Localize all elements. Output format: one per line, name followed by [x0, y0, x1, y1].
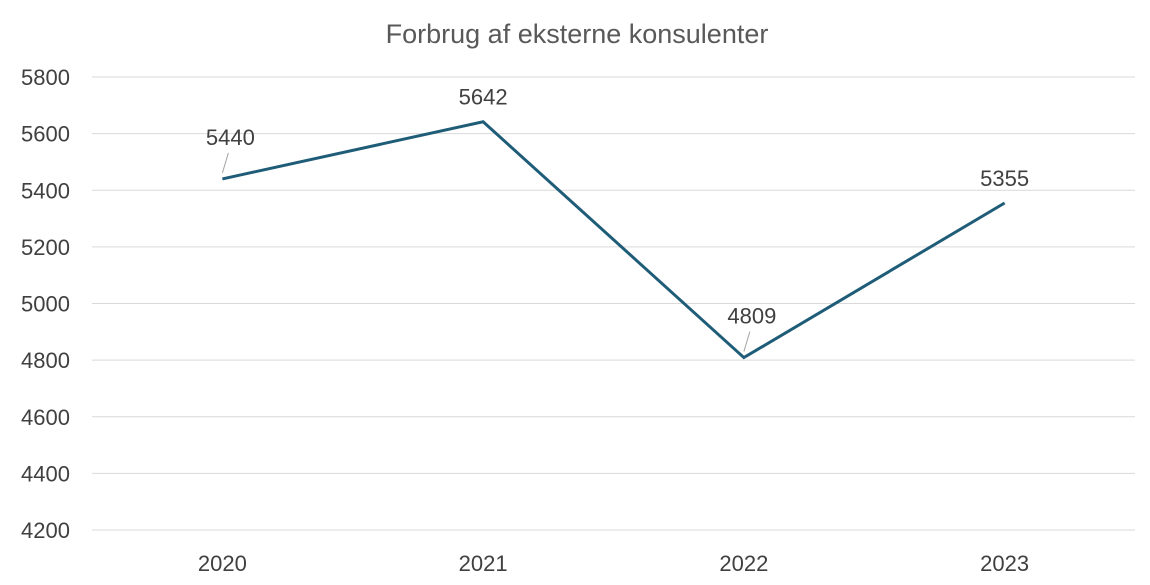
y-tick-label-4400: 4400	[21, 461, 70, 486]
series-lines	[222, 120, 1006, 360]
y-tick-label-5600: 5600	[21, 122, 70, 147]
data-label-1: 5642	[459, 85, 508, 110]
data-label-3: 5355	[980, 166, 1029, 191]
series-line-0	[222, 120, 1006, 360]
y-tick-label-4800: 4800	[21, 348, 70, 373]
y-tick-label-5400: 5400	[21, 178, 70, 203]
data-label-2: 4809	[727, 304, 776, 329]
y-axis-tick-labels: 4200 4400 4600 4800 5000 5200 5400 5600 5800	[21, 65, 70, 543]
chart-title: Forbrug af eksterne konsulenter	[386, 19, 769, 49]
data-labels: 5440 5642 4809 5355	[206, 85, 1029, 352]
y-tick-label-4200: 4200	[21, 518, 70, 543]
data-label-leader-2	[743, 331, 751, 352]
gridlines	[92, 76, 1135, 531]
x-axis-tick-labels: 2020 2021 2022 2023	[198, 551, 1029, 576]
data-label-0: 5440	[206, 125, 255, 150]
y-tick-label-5200: 5200	[21, 235, 70, 260]
x-tick-label-2020: 2020	[198, 551, 247, 576]
y-tick-label-5000: 5000	[21, 292, 70, 317]
y-tick-label-4600: 4600	[21, 405, 70, 430]
x-tick-label-2022: 2022	[719, 551, 768, 576]
x-tick-label-2021: 2021	[459, 551, 508, 576]
data-label-leader-0	[221, 152, 229, 174]
x-tick-label-2023: 2023	[980, 551, 1029, 576]
y-tick-label-5800: 5800	[21, 65, 70, 90]
